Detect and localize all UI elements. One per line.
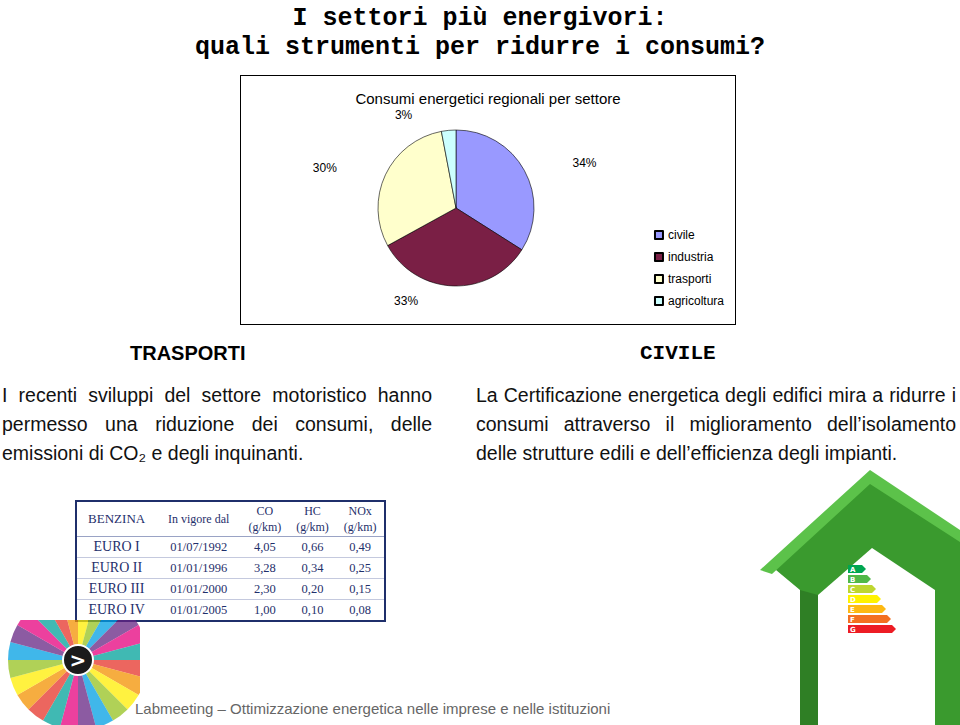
svg-text:B: B: [850, 576, 855, 584]
html-text:0,25: 0,25: [349, 561, 372, 575]
html-text:(g/km): (g/km): [248, 520, 282, 534]
html-text:01/01/2000: 01/01/2000: [170, 582, 228, 596]
html-text:1,00: 1,00: [254, 603, 276, 617]
html-text:Labmeeting – Ottimizzazione en: Labmeeting – Ottimizzazione energetica n…: [135, 700, 611, 717]
html-text:(g/km): (g/km): [296, 520, 329, 534]
svg-text:33%: 33%: [394, 294, 418, 308]
html-text:BENZINA: BENZINA: [88, 511, 146, 526]
html-text:EURO II: EURO II: [91, 560, 143, 575]
svg-text:F: F: [850, 616, 855, 624]
html-text:3,28: 3,28: [254, 561, 276, 575]
html-text:quali strumenti per ridurre i: quali strumenti per ridurre i consumi?: [195, 33, 765, 62]
html-text:I settori più energivori:: I settori più energivori:: [292, 4, 668, 33]
html-text:0,66: 0,66: [301, 540, 324, 554]
html-text:0,49: 0,49: [349, 540, 372, 554]
svg-text:A: A: [850, 566, 856, 574]
svg-text:E: E: [850, 606, 855, 614]
html-text:La Certificazione energetica d: La Certificazione energetica degli edifi…: [476, 384, 956, 464]
html-text:HC: HC: [304, 504, 321, 518]
svg-text:agricoltura: agricoltura: [668, 294, 724, 308]
html-text:0,10: 0,10: [301, 603, 324, 617]
svg-text:>: >: [70, 648, 87, 672]
html-text:CO: CO: [256, 504, 274, 518]
html-text:01/01/1996: 01/01/1996: [170, 561, 228, 575]
svg-text:G: G: [850, 626, 856, 634]
html-text:0,15: 0,15: [349, 582, 372, 596]
html-text:(g/km): (g/km): [343, 520, 377, 534]
svg-text:C: C: [850, 586, 855, 594]
html-text:2,30: 2,30: [254, 582, 276, 596]
html-text:EURO III: EURO III: [88, 581, 145, 596]
svg-text:D: D: [850, 596, 856, 604]
svg-text:34%: 34%: [572, 156, 596, 170]
html-text:0,20: 0,20: [301, 582, 324, 596]
html-text:0,34: 0,34: [301, 561, 324, 575]
svg-text:30%: 30%: [313, 161, 337, 175]
html-text:In vigore dal: In vigore dal: [168, 512, 230, 526]
html-text:4,05: 4,05: [254, 540, 276, 554]
svg-text:Consumi energetici regionali p: Consumi energetici regionali per settore: [355, 90, 620, 107]
html-text:EURO IV: EURO IV: [88, 602, 145, 617]
html-text:TRASPORTI: TRASPORTI: [130, 342, 246, 364]
html-text:01/07/1992: 01/07/1992: [170, 540, 228, 554]
html-text:0,08: 0,08: [349, 603, 372, 617]
html-text:01/01/2005: 01/01/2005: [170, 603, 228, 617]
html-text:CIVILE: CIVILE: [640, 342, 716, 365]
html-text:NOx: NOx: [348, 504, 372, 518]
svg-text:industria: industria: [668, 250, 714, 264]
html-text:EURO I: EURO I: [93, 539, 140, 554]
svg-text:trasporti: trasporti: [668, 272, 711, 286]
svg-text:3%: 3%: [395, 108, 413, 122]
html-text:I recenti sviluppi del settore: I recenti sviluppi del settore motoristi…: [2, 384, 432, 464]
svg-text:civile: civile: [668, 228, 695, 242]
